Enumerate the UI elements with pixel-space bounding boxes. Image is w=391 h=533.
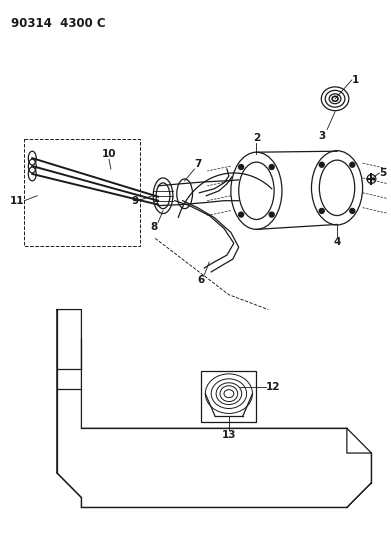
Text: 11: 11: [10, 196, 24, 206]
Bar: [24, 139, 140, 246]
Ellipse shape: [239, 212, 244, 217]
Ellipse shape: [269, 212, 274, 217]
Ellipse shape: [269, 165, 274, 169]
Text: 1: 1: [352, 75, 359, 85]
Text: 5: 5: [379, 168, 387, 178]
Text: 10: 10: [102, 149, 116, 159]
Text: 6: 6: [197, 275, 204, 285]
Ellipse shape: [239, 165, 244, 169]
Ellipse shape: [350, 162, 355, 167]
Text: 90314  4300 C: 90314 4300 C: [11, 17, 105, 30]
Text: 4: 4: [334, 237, 341, 247]
Bar: [201, 371, 256, 422]
Text: 13: 13: [222, 430, 236, 440]
Text: 3: 3: [318, 132, 325, 141]
Text: 2: 2: [253, 133, 260, 143]
Ellipse shape: [319, 162, 324, 167]
Text: 12: 12: [266, 382, 281, 392]
Text: 8: 8: [151, 222, 158, 232]
Ellipse shape: [319, 208, 324, 213]
Ellipse shape: [350, 208, 355, 213]
Text: 9: 9: [131, 196, 138, 206]
Text: 7: 7: [194, 159, 202, 169]
